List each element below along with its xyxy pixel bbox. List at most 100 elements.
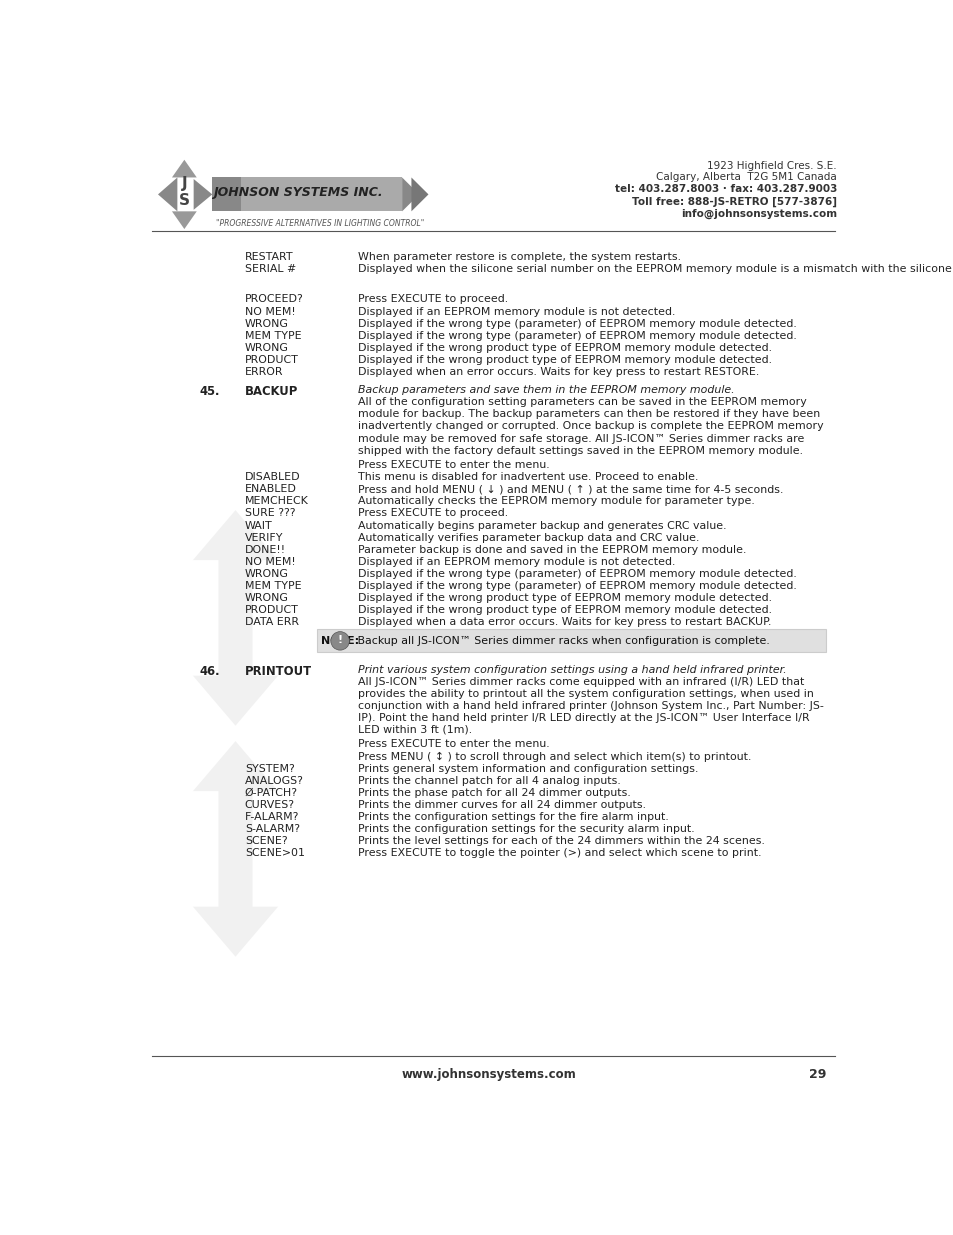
Polygon shape [172, 211, 196, 228]
Bar [316, 630, 825, 652]
Text: www.johnsonsystems.com: www.johnsonsystems.com [401, 1068, 576, 1081]
Polygon shape [172, 159, 196, 178]
Text: DISABLED: DISABLED [245, 472, 300, 482]
Text: Displayed if the wrong type (parameter) of EEPROM memory module detected.: Displayed if the wrong type (parameter) … [357, 331, 796, 341]
Text: provides the ability to printout all the system configuration settings, when use: provides the ability to printout all the… [357, 689, 813, 699]
Bar [212, 178, 240, 211]
Text: WRONG: WRONG [245, 343, 289, 353]
Text: When parameter restore is complete, the system restarts.: When parameter restore is complete, the … [357, 252, 680, 262]
Text: Ø-PATCH?: Ø-PATCH? [245, 788, 297, 798]
Polygon shape [193, 179, 212, 210]
Text: 45.: 45. [199, 385, 220, 398]
Text: Prints the dimmer curves for all 24 dimmer outputs.: Prints the dimmer curves for all 24 dimm… [357, 800, 645, 810]
Text: All of the configuration setting parameters can be saved in the EEPROM memory: All of the configuration setting paramet… [357, 398, 806, 408]
Text: shipped with the factory default settings saved in the EEPROM memory module.: shipped with the factory default setting… [357, 446, 802, 456]
Polygon shape [158, 178, 177, 211]
Text: JOHNSON SYSTEMS INC.: JOHNSON SYSTEMS INC. [213, 186, 382, 199]
Text: All JS-ICON™ Series dimmer racks come equipped with an infrared (I/R) LED that: All JS-ICON™ Series dimmer racks come eq… [357, 677, 803, 687]
Text: Backup parameters and save them in the EEPROM memory module.: Backup parameters and save them in the E… [357, 385, 734, 395]
Text: This menu is disabled for inadvertent use. Proceed to enable.: This menu is disabled for inadvertent us… [357, 472, 698, 482]
Text: tel: 403.287.8003 · fax: 403.287.9003: tel: 403.287.8003 · fax: 403.287.9003 [614, 184, 836, 194]
Text: PRODUCT: PRODUCT [245, 354, 298, 364]
Text: WRONG: WRONG [245, 569, 289, 579]
Text: Press EXECUTE to enter the menu.: Press EXECUTE to enter the menu. [357, 740, 549, 750]
Polygon shape [402, 178, 418, 211]
Text: Automatically checks the EEPROM memory module for parameter type.: Automatically checks the EEPROM memory m… [357, 496, 754, 506]
Text: module for backup. The backup parameters can then be restored if they have been: module for backup. The backup parameters… [357, 409, 820, 420]
Text: Toll free: 888-JS-RETRO [577-3876]: Toll free: 888-JS-RETRO [577-3876] [631, 196, 836, 206]
Text: SERIAL #: SERIAL # [245, 264, 295, 274]
Text: Displayed if the wrong type (parameter) of EEPROM memory module detected.: Displayed if the wrong type (parameter) … [357, 580, 796, 592]
Text: CURVES?: CURVES? [245, 800, 294, 810]
Text: NOTE:: NOTE: [320, 636, 358, 646]
Text: 46.: 46. [199, 664, 220, 678]
Text: 1923 Highfield Cres. S.E.: 1923 Highfield Cres. S.E. [706, 161, 836, 170]
Text: PRODUCT: PRODUCT [245, 605, 298, 615]
Text: Displayed if the wrong type (parameter) of EEPROM memory module detected.: Displayed if the wrong type (parameter) … [357, 319, 796, 329]
Text: Automatically begins parameter backup and generates CRC value.: Automatically begins parameter backup an… [357, 520, 725, 531]
Text: F-ALARM?: F-ALARM? [245, 811, 299, 823]
Text: inadvertently changed or corrupted. Once backup is complete the EEPROM memory: inadvertently changed or corrupted. Once… [357, 421, 822, 431]
Text: S: S [178, 193, 190, 207]
Text: Prints the phase patch for all 24 dimmer outputs.: Prints the phase patch for all 24 dimmer… [357, 788, 630, 798]
Text: Prints general system information and configuration settings.: Prints general system information and co… [357, 763, 698, 773]
Text: SYSTEM?: SYSTEM? [245, 763, 294, 773]
Circle shape [331, 631, 349, 650]
Text: Prints the configuration settings for the fire alarm input.: Prints the configuration settings for th… [357, 811, 668, 823]
Text: WRONG: WRONG [245, 593, 289, 603]
Polygon shape [193, 618, 278, 726]
Text: Print various system configuration settings using a hand held infrared printer.: Print various system configuration setti… [357, 664, 786, 674]
Text: Press EXECUTE to proceed.: Press EXECUTE to proceed. [357, 509, 508, 519]
Text: info@johnsonsystems.com: info@johnsonsystems.com [680, 209, 836, 219]
Text: WAIT: WAIT [245, 520, 273, 531]
Text: Prints the configuration settings for the security alarm input.: Prints the configuration settings for th… [357, 824, 694, 834]
Text: "PROGRESSIVE ALTERNATIVES IN LIGHTING CONTROL": "PROGRESSIVE ALTERNATIVES IN LIGHTING CO… [216, 219, 424, 228]
Text: IP). Point the hand held printer I/R LED directly at the JS-ICON™ User Interface: IP). Point the hand held printer I/R LED… [357, 713, 809, 722]
Text: PROCEED?: PROCEED? [245, 294, 303, 305]
Text: Press EXECUTE to enter the menu.: Press EXECUTE to enter the menu. [357, 461, 549, 471]
Text: Displayed if an EEPROM memory module is not detected.: Displayed if an EEPROM memory module is … [357, 557, 675, 567]
Text: Displayed if the wrong product type of EEPROM memory module detected.: Displayed if the wrong product type of E… [357, 593, 771, 603]
Text: ERROR: ERROR [245, 367, 283, 377]
Text: Press EXECUTE to proceed.: Press EXECUTE to proceed. [357, 294, 508, 305]
Text: NO MEM!: NO MEM! [245, 306, 295, 316]
Text: WRONG: WRONG [245, 319, 289, 329]
Text: Displayed when an error occurs. Waits for key press to restart RESTORE.: Displayed when an error occurs. Waits fo… [357, 367, 759, 377]
Bar [212, 178, 402, 211]
Text: Prints the channel patch for all 4 analog inputs.: Prints the channel patch for all 4 analo… [357, 776, 620, 785]
Text: ANALOGS?: ANALOGS? [245, 776, 303, 785]
Text: Automatically verifies parameter backup data and CRC value.: Automatically verifies parameter backup … [357, 532, 699, 542]
Text: VERIFY: VERIFY [245, 532, 283, 542]
Text: MEM TYPE: MEM TYPE [245, 580, 301, 592]
Text: Prints the level settings for each of the 24 dimmers within the 24 scenes.: Prints the level settings for each of th… [357, 836, 764, 846]
Text: Displayed if the wrong product type of EEPROM memory module detected.: Displayed if the wrong product type of E… [357, 343, 771, 353]
Text: Backup all JS-ICON™ Series dimmer racks when configuration is complete.: Backup all JS-ICON™ Series dimmer racks … [354, 636, 769, 646]
Text: MEMCHECK: MEMCHECK [245, 496, 309, 506]
Text: module may be removed for safe storage. All JS-ICON™ Series dimmer racks are: module may be removed for safe storage. … [357, 433, 803, 443]
Text: LED within 3 ft (1m).: LED within 3 ft (1m). [357, 725, 472, 735]
Text: Calgary, Alberta  T2G 5M1 Canada: Calgary, Alberta T2G 5M1 Canada [656, 173, 836, 183]
Text: SCENE?: SCENE? [245, 836, 287, 846]
Polygon shape [193, 741, 278, 848]
Text: 29: 29 [808, 1068, 825, 1081]
Text: NO MEM!: NO MEM! [245, 557, 295, 567]
Text: SCENE>01: SCENE>01 [245, 848, 304, 858]
Polygon shape [411, 178, 428, 211]
Text: Displayed when a data error occurs. Waits for key press to restart BACKUP.: Displayed when a data error occurs. Wait… [357, 618, 771, 627]
Text: MEM TYPE: MEM TYPE [245, 331, 301, 341]
Text: Displayed if the wrong type (parameter) of EEPROM memory module detected.: Displayed if the wrong type (parameter) … [357, 569, 796, 579]
Text: DONE!!: DONE!! [245, 545, 286, 555]
Text: Parameter backup is done and saved in the EEPROM memory module.: Parameter backup is done and saved in th… [357, 545, 745, 555]
Polygon shape [193, 848, 278, 957]
Text: S-ALARM?: S-ALARM? [245, 824, 299, 834]
Text: SURE ???: SURE ??? [245, 509, 295, 519]
Text: J: J [181, 177, 187, 191]
Text: conjunction with a hand held infrared printer (Johnson System Inc., Part Number:: conjunction with a hand held infrared pr… [357, 700, 823, 711]
Text: Press MENU ( ↕ ) to scroll through and select which item(s) to printout.: Press MENU ( ↕ ) to scroll through and s… [357, 752, 751, 762]
Text: Displayed if the wrong product type of EEPROM memory module detected.: Displayed if the wrong product type of E… [357, 605, 771, 615]
Text: DATA ERR: DATA ERR [245, 618, 298, 627]
Text: ENABLED: ENABLED [245, 484, 296, 494]
Text: RESTART: RESTART [245, 252, 294, 262]
Text: Displayed if the wrong product type of EEPROM memory module detected.: Displayed if the wrong product type of E… [357, 354, 771, 364]
Text: Press EXECUTE to toggle the pointer (>) and select which scene to print.: Press EXECUTE to toggle the pointer (>) … [357, 848, 760, 858]
